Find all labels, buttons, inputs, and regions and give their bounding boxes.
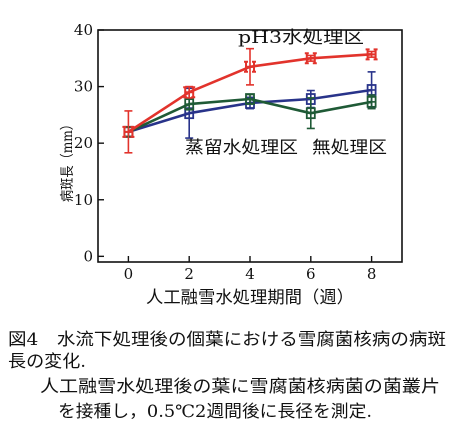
- x-tick-label: 2: [184, 265, 194, 283]
- data-point-marker: [304, 52, 317, 65]
- series-group: [123, 93, 377, 138]
- y-tick-label: 10: [74, 191, 93, 209]
- y-tick-label: 30: [74, 78, 93, 96]
- data-point-marker: [122, 125, 135, 138]
- caption-line: を接種し，0.5℃2週間後に長径を測定.: [58, 402, 372, 422]
- x-axis-title: 人工融雪水処理期間（週）: [146, 288, 354, 308]
- y-axis-title: 病斑長（mm）: [60, 118, 76, 202]
- y-tick-label: 0: [83, 247, 93, 265]
- caption-line: 長の変化.: [8, 352, 86, 372]
- series-label-distilled: 蒸留水処理区: [185, 138, 298, 158]
- y-tick-label: 40: [74, 21, 93, 39]
- x-tick-label: 6: [306, 265, 316, 283]
- series-label-ph3: pH3水処理区: [238, 28, 364, 48]
- x-tick-label: 0: [124, 265, 134, 283]
- data-point-marker: [183, 86, 196, 99]
- series-group: [122, 47, 378, 154]
- data-point-marker: [365, 48, 378, 61]
- caption-line: 図4 水流下処理後の個葉における雪腐菌核病の病斑: [8, 330, 446, 350]
- figure-caption: 図4 水流下処理後の個葉における雪腐菌核病の病斑 長の変化. 人工融雪水処理後の…: [8, 330, 446, 422]
- axis-ticks: 0 10 20 30 40 0 2 4 6 8: [74, 21, 376, 283]
- data-point-marker: [244, 60, 256, 73]
- y-tick-label: 20: [74, 134, 93, 152]
- series-label-untreated: 無処理区: [312, 138, 387, 158]
- x-tick-label: 8: [367, 265, 377, 283]
- plot-area: [122, 47, 378, 154]
- x-tick-label: 4: [245, 265, 255, 283]
- caption-line: 人工融雪水処理後の葉に雪腐菌核病菌の菌叢片: [40, 377, 440, 397]
